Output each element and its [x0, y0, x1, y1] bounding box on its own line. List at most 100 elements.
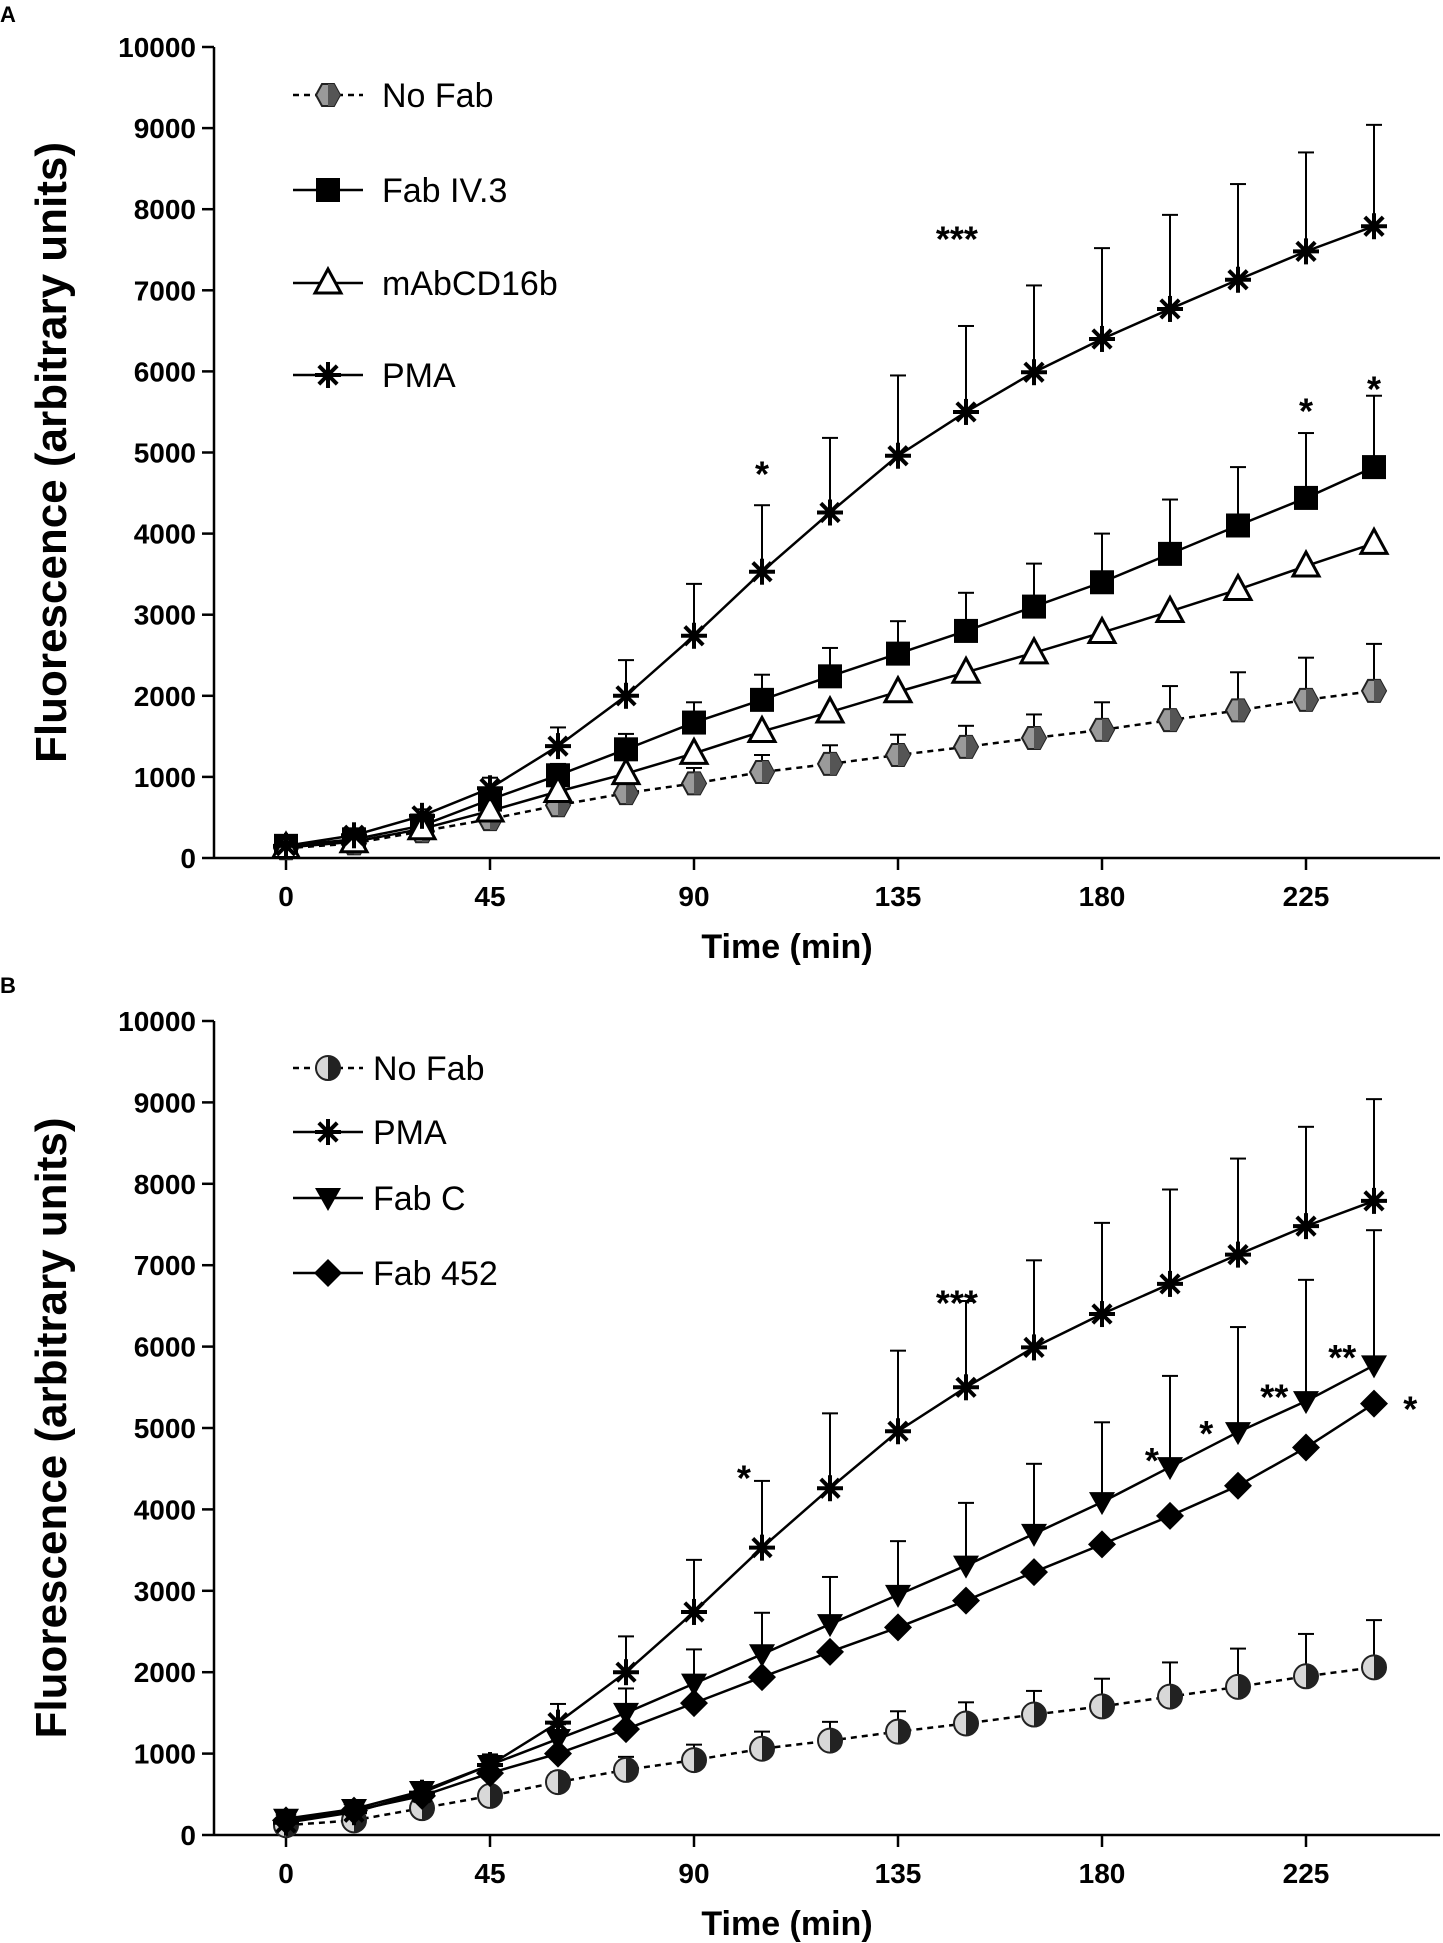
data-point — [749, 1644, 775, 1668]
y-tick-label: 5000 — [134, 438, 196, 469]
data-point — [610, 756, 642, 786]
data-point — [1225, 1422, 1251, 1446]
y-axis-title: Fluorescence (arbitrary units) — [27, 142, 76, 763]
data-point — [1156, 708, 1184, 733]
data-point — [272, 1806, 300, 1835]
y-tick-label: 10000 — [118, 32, 196, 63]
data-point — [1360, 678, 1388, 703]
data-point — [885, 1584, 911, 1608]
legend-marker — [316, 178, 340, 202]
significance-label: * — [1145, 1440, 1159, 1481]
data-point — [1361, 1355, 1387, 1379]
data-point — [750, 687, 774, 712]
data-point — [1158, 541, 1182, 566]
data-point — [952, 734, 980, 759]
x-tick-label: 180 — [1079, 1858, 1126, 1889]
chart-panel-b: B 0 1000 2000 3000 4000 5000 6000 7000 8000 9000 10… — [0, 973, 1440, 1943]
data-point — [814, 694, 846, 724]
data-point — [1361, 1654, 1387, 1681]
data-point — [341, 822, 367, 849]
data-point — [1226, 513, 1250, 538]
significance-label: * — [1299, 390, 1313, 431]
data-point — [749, 558, 775, 585]
data-point — [1157, 1683, 1183, 1710]
data-point — [681, 1673, 707, 1697]
data-point — [817, 499, 843, 526]
y-tick-label: 4000 — [134, 519, 196, 550]
data-point — [1021, 1523, 1047, 1547]
legend-label: Fab C — [373, 1180, 466, 1218]
legend-marker — [315, 1119, 341, 1145]
data-point — [681, 622, 707, 649]
x-tick-label: 90 — [678, 1858, 709, 1889]
data-point — [476, 1759, 504, 1788]
data-point — [612, 1715, 640, 1744]
y-tick-label: 5000 — [134, 1413, 196, 1444]
y-tick-label: 0 — [180, 1820, 196, 1851]
legend-marker — [315, 1055, 341, 1081]
data-point — [817, 1475, 843, 1502]
data-point — [1225, 266, 1251, 293]
data-point — [1224, 1471, 1252, 1500]
data-point — [1157, 1457, 1183, 1481]
data-point — [682, 710, 706, 735]
data-point — [678, 736, 710, 765]
legend-label: No Fab — [382, 77, 494, 115]
data-point — [886, 641, 910, 666]
data-point — [1021, 1701, 1047, 1728]
data-point — [1088, 1530, 1116, 1559]
data-point — [1222, 572, 1254, 602]
significance-label: * — [1403, 1389, 1417, 1430]
legend-label: PMA — [373, 1114, 447, 1152]
significance-label: ** — [1328, 1337, 1356, 1378]
data-point — [748, 760, 776, 785]
data-point — [953, 1374, 979, 1401]
data-point — [953, 1555, 979, 1579]
legend-label: Fab IV.3 — [382, 172, 507, 210]
data-point — [953, 398, 979, 425]
x-tick-label: 135 — [875, 1858, 922, 1889]
data-point — [544, 1739, 572, 1768]
data-point — [680, 1689, 708, 1718]
x-tick-label: 0 — [278, 881, 294, 912]
data-point — [273, 832, 299, 859]
data-point — [746, 714, 778, 743]
data-point — [1294, 485, 1318, 510]
data-point — [1020, 1558, 1048, 1587]
significance-label: *** — [936, 1283, 978, 1324]
data-point — [1089, 1693, 1115, 1720]
y-tick-label: 2000 — [134, 1657, 196, 1688]
legend-marker — [314, 83, 342, 107]
data-point — [816, 751, 844, 776]
data-point — [1089, 1492, 1115, 1516]
data-point — [749, 1534, 775, 1561]
x-tick-label: 135 — [875, 881, 922, 912]
y-tick-label: 0 — [180, 843, 196, 874]
y-tick-label: 7000 — [134, 1250, 196, 1281]
data-point — [954, 618, 978, 643]
y-tick-label: 6000 — [134, 1332, 196, 1363]
data-point — [749, 1735, 775, 1762]
data-point — [884, 1613, 912, 1642]
data-point — [1361, 1187, 1387, 1214]
y-tick-label: 3000 — [134, 1576, 196, 1607]
legend-marker — [315, 362, 341, 388]
significance-label: *** — [936, 218, 978, 259]
x-axis-title: Time (min) — [701, 1905, 872, 1943]
data-point — [1018, 635, 1050, 665]
data-point — [1088, 717, 1116, 742]
significance-label: * — [755, 454, 769, 495]
data-point — [409, 802, 435, 829]
data-point — [882, 674, 914, 704]
significance-label: ** — [1260, 1376, 1288, 1417]
y-tick-label: 1000 — [134, 1739, 196, 1770]
y-tick-label: 10000 — [118, 1006, 196, 1037]
data-point — [885, 1718, 911, 1745]
data-point — [1225, 1241, 1251, 1268]
data-point — [952, 1586, 980, 1615]
data-point — [545, 733, 571, 760]
data-point — [1358, 526, 1390, 555]
data-point — [613, 1756, 639, 1783]
significance-label: * — [1367, 369, 1381, 410]
